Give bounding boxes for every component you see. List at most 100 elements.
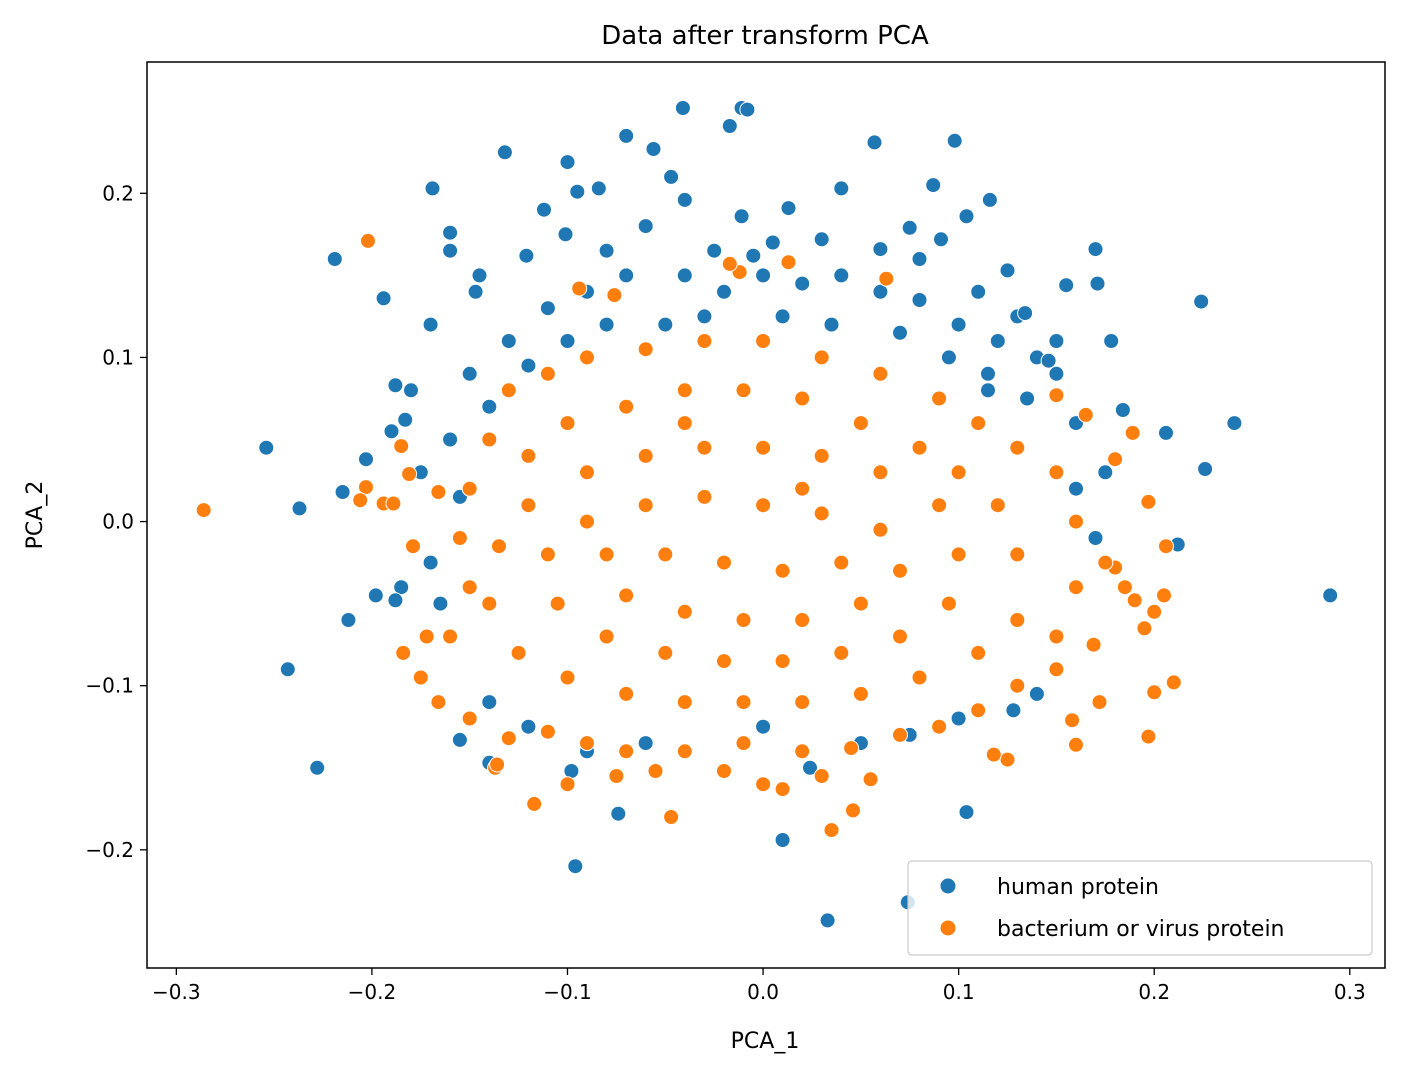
data-point	[559, 415, 576, 432]
data-point	[1087, 530, 1104, 546]
data-point	[610, 805, 627, 822]
data-point	[1058, 277, 1075, 294]
data-point	[571, 280, 588, 297]
data-point	[940, 349, 957, 366]
data-point	[696, 488, 713, 505]
data-point	[1146, 603, 1163, 620]
data-point	[1087, 241, 1104, 258]
data-point	[461, 480, 478, 497]
data-point	[451, 731, 468, 748]
data-point	[559, 333, 576, 349]
data-point	[461, 579, 478, 596]
data-point	[360, 232, 376, 249]
legend-label-bacterium-or-virus-protein: bacterium or virus protein	[997, 917, 1285, 942]
data-point	[823, 316, 840, 333]
data-point	[950, 710, 967, 727]
data-point	[637, 218, 654, 235]
data-point	[1009, 612, 1026, 628]
data-point	[735, 694, 752, 711]
data-point	[970, 702, 987, 719]
data-point	[755, 718, 772, 735]
data-point	[1193, 293, 1210, 310]
data-point	[539, 723, 556, 740]
data-point	[674, 100, 691, 116]
data-point	[1097, 554, 1114, 571]
x-tick-label: 0.0	[747, 980, 779, 1004]
data-point	[911, 251, 928, 267]
data-point	[579, 513, 595, 530]
data-point	[866, 134, 883, 151]
data-point	[892, 562, 908, 579]
chart-title: Data after transform PCA	[601, 21, 929, 51]
y-tick-label: 0.0	[102, 510, 134, 534]
data-point	[676, 743, 693, 760]
data-point	[412, 669, 429, 686]
data-point	[872, 464, 889, 481]
data-point	[393, 438, 410, 455]
data-point	[401, 466, 418, 482]
data-point	[985, 746, 1002, 763]
plot-background	[147, 62, 1385, 968]
data-point	[716, 283, 732, 300]
data-point	[823, 822, 840, 839]
data-point	[387, 592, 404, 609]
data-point	[925, 177, 942, 194]
data-point	[813, 505, 830, 522]
data-point	[774, 832, 791, 848]
data-point	[489, 756, 506, 773]
data-point	[618, 127, 635, 144]
data-point	[461, 710, 478, 727]
x-tick-label: 0.2	[1138, 980, 1170, 1004]
data-point	[518, 247, 535, 264]
data-point	[549, 595, 566, 612]
data-point	[676, 415, 693, 432]
legend-label-human-protein: human protein	[997, 875, 1159, 900]
y-tick-label: 0.2	[102, 181, 134, 205]
data-point	[1048, 365, 1065, 382]
y-axis-label: PCA_2	[23, 481, 48, 550]
data-point	[569, 183, 586, 200]
data-point	[539, 365, 556, 382]
x-axis: −0.3 −0.2 −0.1 0.0 0.1 0.2 0.3	[152, 968, 1366, 1004]
data-point	[598, 316, 615, 333]
data-point	[872, 521, 889, 538]
data-point	[813, 231, 830, 248]
data-point	[892, 628, 908, 645]
data-point	[676, 382, 693, 399]
data-point	[716, 554, 732, 571]
data-point	[745, 247, 762, 264]
data-point	[637, 497, 654, 514]
data-point	[764, 234, 781, 251]
data-point	[872, 365, 889, 382]
x-tick-label: −0.1	[543, 980, 592, 1004]
data-point	[1089, 275, 1106, 292]
data-point	[716, 653, 732, 670]
data-point	[663, 168, 680, 185]
data-point	[755, 333, 772, 349]
data-point	[598, 546, 615, 563]
data-point	[422, 554, 439, 571]
data-point	[657, 316, 674, 333]
y-axis: −0.2 −0.1 0.0 0.1 0.2	[85, 181, 147, 862]
data-point	[326, 251, 343, 267]
data-point	[598, 628, 615, 645]
data-point	[878, 270, 895, 287]
data-point	[395, 644, 412, 661]
data-point	[442, 224, 459, 241]
data-point	[1068, 579, 1084, 596]
data-point	[1048, 333, 1065, 349]
data-point	[309, 759, 326, 776]
data-point	[618, 685, 635, 702]
data-point	[496, 144, 513, 161]
data-point	[520, 357, 537, 374]
data-point	[721, 118, 738, 134]
data-point	[645, 141, 662, 157]
data-point	[862, 771, 879, 788]
data-point	[279, 661, 296, 678]
data-point	[1019, 390, 1036, 407]
data-point	[608, 768, 625, 784]
data-point	[637, 735, 654, 752]
data-point	[657, 644, 674, 661]
data-point	[1048, 464, 1065, 481]
data-point	[557, 226, 574, 243]
